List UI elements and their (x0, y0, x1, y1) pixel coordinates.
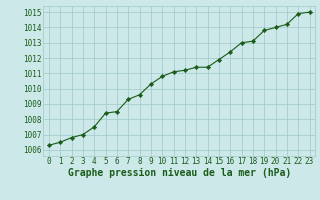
X-axis label: Graphe pression niveau de la mer (hPa): Graphe pression niveau de la mer (hPa) (68, 168, 291, 178)
